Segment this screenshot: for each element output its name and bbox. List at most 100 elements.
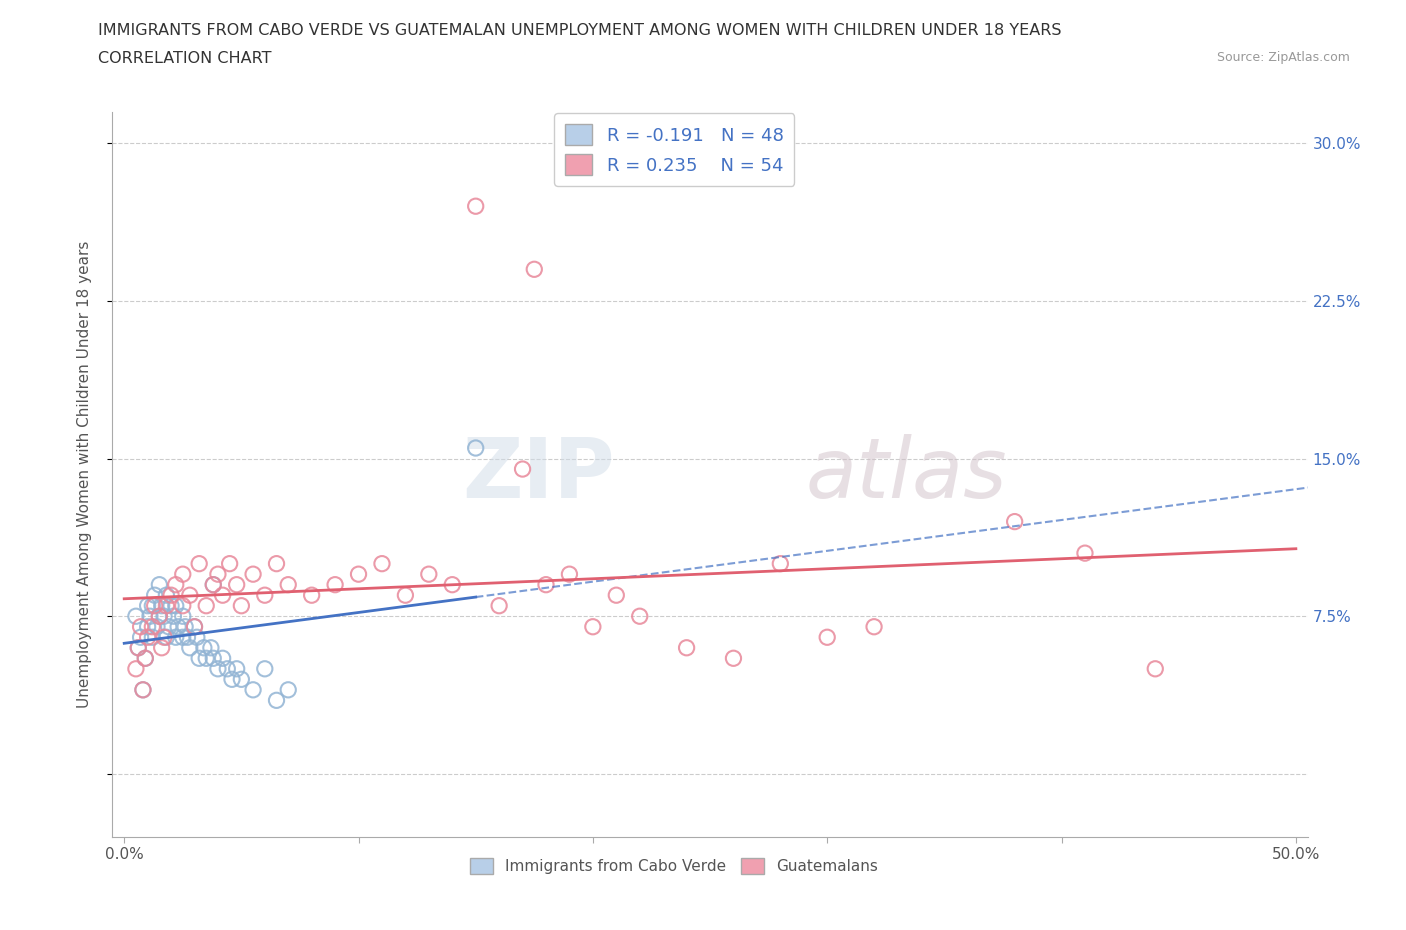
Text: IMMIGRANTS FROM CABO VERDE VS GUATEMALAN UNEMPLOYMENT AMONG WOMEN WITH CHILDREN : IMMIGRANTS FROM CABO VERDE VS GUATEMALAN… [98,23,1062,38]
Point [202,651,225,666]
Point [582,619,605,634]
Point [136,598,159,613]
Point [155,598,177,613]
Point [253,661,276,676]
Point [132,683,155,698]
Point [153,609,176,624]
Point [143,598,166,613]
Point [188,556,211,571]
Point [441,578,464,592]
Point [183,619,205,634]
Point [815,630,838,644]
Text: Source: ZipAtlas.com: Source: ZipAtlas.com [1216,51,1350,64]
Point [464,441,486,456]
Point [153,630,176,644]
Point [165,598,187,613]
Point [160,588,183,603]
Point [277,683,299,698]
Point [141,630,163,644]
Text: atlas: atlas [806,433,1007,515]
Point [141,598,163,613]
Point [266,693,288,708]
Point [148,609,170,624]
Point [155,630,177,644]
Text: ZIP: ZIP [463,433,614,515]
Point [202,578,225,592]
Point [155,588,177,603]
Point [141,619,163,634]
Point [207,661,229,676]
Point [150,598,173,613]
Point [1004,514,1026,529]
Point [125,609,148,624]
Text: CORRELATION CHART: CORRELATION CHART [98,51,271,66]
Point [211,588,233,603]
Point [371,556,394,571]
Point [217,661,239,676]
Point [129,619,152,634]
Point [242,566,264,581]
Point [160,598,183,613]
Point [534,578,557,592]
Point [132,683,155,698]
Point [231,671,253,686]
Point [143,588,166,603]
Point [218,556,240,571]
Point [188,651,211,666]
Point [277,578,299,592]
Point [174,619,197,634]
Y-axis label: Unemployment Among Women with Children Under 18 years: Unemployment Among Women with Children U… [77,241,91,708]
Point [172,609,194,624]
Point [418,566,440,581]
Point [186,630,208,644]
Point [347,566,370,581]
Point [165,578,187,592]
Point [165,630,187,644]
Point [221,671,243,686]
Point [157,619,180,634]
Point [323,578,346,592]
Point [488,598,510,613]
Point [193,641,215,656]
Point [176,630,198,644]
Point [136,630,159,644]
Point [172,566,194,581]
Point [127,641,149,656]
Point [605,588,627,603]
Point [125,661,148,676]
Point [207,566,229,581]
Point [172,598,194,613]
Point [723,651,745,666]
Point [675,641,697,656]
Point [628,609,651,624]
Point [301,588,323,603]
Point [129,630,152,644]
Point [200,641,222,656]
Point [195,598,218,613]
Point [464,199,486,214]
Legend: Immigrants from Cabo Verde, Guatemalans: Immigrants from Cabo Verde, Guatemalans [464,852,884,880]
Point [211,651,233,666]
Point [148,609,170,624]
Point [127,641,149,656]
Point [179,588,201,603]
Point [769,556,792,571]
Point [146,619,169,634]
Point [242,683,264,698]
Point [183,619,205,634]
Point [179,641,201,656]
Point [134,651,156,666]
Point [231,598,253,613]
Point [1074,546,1097,561]
Point [523,262,546,277]
Point [167,619,190,634]
Point [225,578,247,592]
Point [195,651,218,666]
Point [266,556,288,571]
Point [394,588,416,603]
Point [150,641,173,656]
Point [558,566,581,581]
Point [148,578,170,592]
Point [202,578,225,592]
Point [512,461,534,476]
